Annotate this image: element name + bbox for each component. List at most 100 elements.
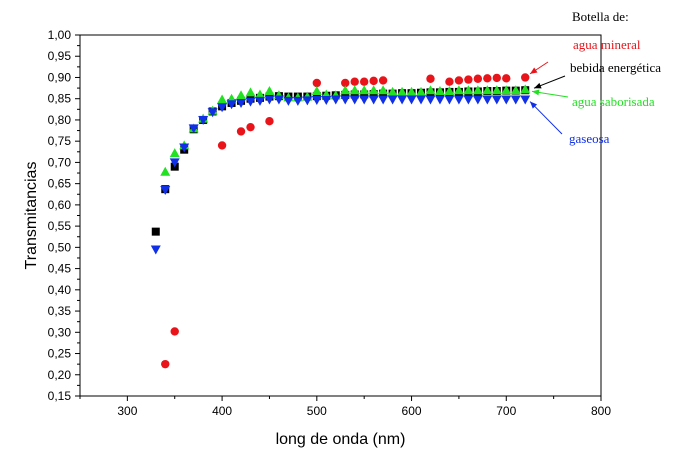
data-point — [150, 245, 161, 255]
data-point — [501, 85, 512, 95]
y-axis-label: Transmitancias — [23, 162, 40, 270]
legend-annotations: agua mineral bebida energética agua sabori… — [529, 37, 661, 146]
x-tick-label: 600 — [402, 404, 422, 418]
annotation-agua-saborisada: agua saborisada — [531, 89, 655, 109]
series-agua-mineral — [161, 73, 530, 369]
data-point — [311, 95, 322, 105]
data-point — [406, 86, 417, 96]
data-point — [264, 86, 275, 96]
data-point — [217, 103, 228, 113]
y-tick-label: 0,95 — [48, 49, 72, 63]
data-point — [510, 95, 521, 105]
data-point — [463, 85, 474, 95]
data-point — [426, 74, 435, 83]
data-point — [265, 117, 274, 126]
data-point — [254, 89, 265, 99]
annotation-label: bebida energética — [570, 60, 661, 75]
annotation-label: gaseosa — [569, 131, 610, 146]
data-point — [368, 85, 379, 95]
y-tick-label: 0,40 — [48, 283, 72, 297]
y-tick-label: 1,00 — [48, 28, 72, 42]
legend-title: Botella de: — [572, 9, 629, 24]
y-tick-label: 0,45 — [48, 262, 72, 276]
data-point — [463, 95, 474, 105]
data-point — [444, 95, 455, 105]
data-point — [387, 86, 398, 96]
data-point — [491, 95, 502, 105]
y-tick-label: 0,55 — [48, 219, 72, 233]
data-point — [169, 148, 180, 158]
data-point — [416, 86, 427, 96]
data-point — [169, 158, 180, 168]
data-point — [349, 85, 360, 95]
data-point — [416, 95, 427, 105]
data-points — [150, 73, 531, 369]
data-point — [397, 86, 408, 96]
data-point — [330, 95, 341, 105]
data-point — [454, 76, 464, 85]
data-point — [378, 85, 389, 95]
arrowhead-icon — [530, 101, 538, 109]
y-tick-label: 0,15 — [48, 389, 72, 403]
data-point — [444, 86, 455, 96]
data-point — [245, 87, 256, 97]
x-axis-label: long de onda (nm) — [276, 431, 406, 448]
data-point — [483, 74, 492, 83]
data-point — [359, 95, 370, 105]
data-point — [341, 78, 350, 88]
data-point — [151, 227, 160, 236]
data-point — [510, 85, 521, 95]
x-tick-label: 700 — [496, 404, 516, 418]
data-point — [445, 77, 454, 86]
annotation-arrow — [529, 101, 563, 135]
data-point — [350, 77, 359, 86]
x-tick-label: 500 — [307, 404, 327, 418]
data-point — [311, 86, 322, 96]
data-point — [341, 90, 350, 99]
annotation-bebida-energetica: bebida energética — [533, 60, 661, 89]
data-point — [273, 95, 284, 105]
data-point — [397, 95, 408, 105]
data-point — [482, 95, 493, 105]
data-point — [492, 73, 501, 83]
data-point — [378, 76, 388, 85]
y-tick-label: 0,35 — [48, 304, 72, 318]
data-point — [245, 97, 256, 107]
data-point — [501, 95, 512, 105]
data-point — [161, 359, 170, 369]
data-point — [482, 85, 493, 95]
y-tick-label: 0,50 — [48, 240, 72, 254]
annotation-label: agua saborisada — [572, 94, 655, 109]
data-point — [472, 85, 483, 95]
data-point — [520, 95, 531, 105]
y-tick-label: 0,20 — [48, 368, 72, 382]
data-point — [340, 85, 351, 95]
data-point — [217, 94, 228, 104]
data-point — [359, 85, 370, 95]
data-point — [160, 166, 171, 176]
y-tick-label: 0,25 — [48, 347, 72, 361]
x-tick-label: 800 — [591, 404, 611, 418]
data-point — [179, 143, 190, 153]
annotation-label: agua mineral — [573, 37, 641, 52]
data-point — [207, 108, 218, 118]
arrowhead-icon — [530, 67, 538, 74]
data-point — [292, 96, 303, 106]
data-point — [226, 100, 237, 110]
data-point — [236, 98, 247, 108]
data-point — [502, 74, 511, 83]
data-point — [368, 95, 379, 105]
data-point — [160, 186, 171, 196]
data-point — [378, 95, 389, 105]
data-point — [434, 95, 445, 105]
arrowhead-icon — [534, 82, 542, 89]
data-point — [425, 95, 436, 105]
data-point — [217, 141, 227, 150]
arrowhead-icon — [532, 89, 540, 96]
data-point — [321, 95, 332, 105]
annotation-gaseosa: gaseosa — [529, 101, 610, 146]
y-tick-label: 0,65 — [48, 177, 72, 191]
data-point — [236, 90, 247, 100]
data-point — [283, 96, 294, 106]
